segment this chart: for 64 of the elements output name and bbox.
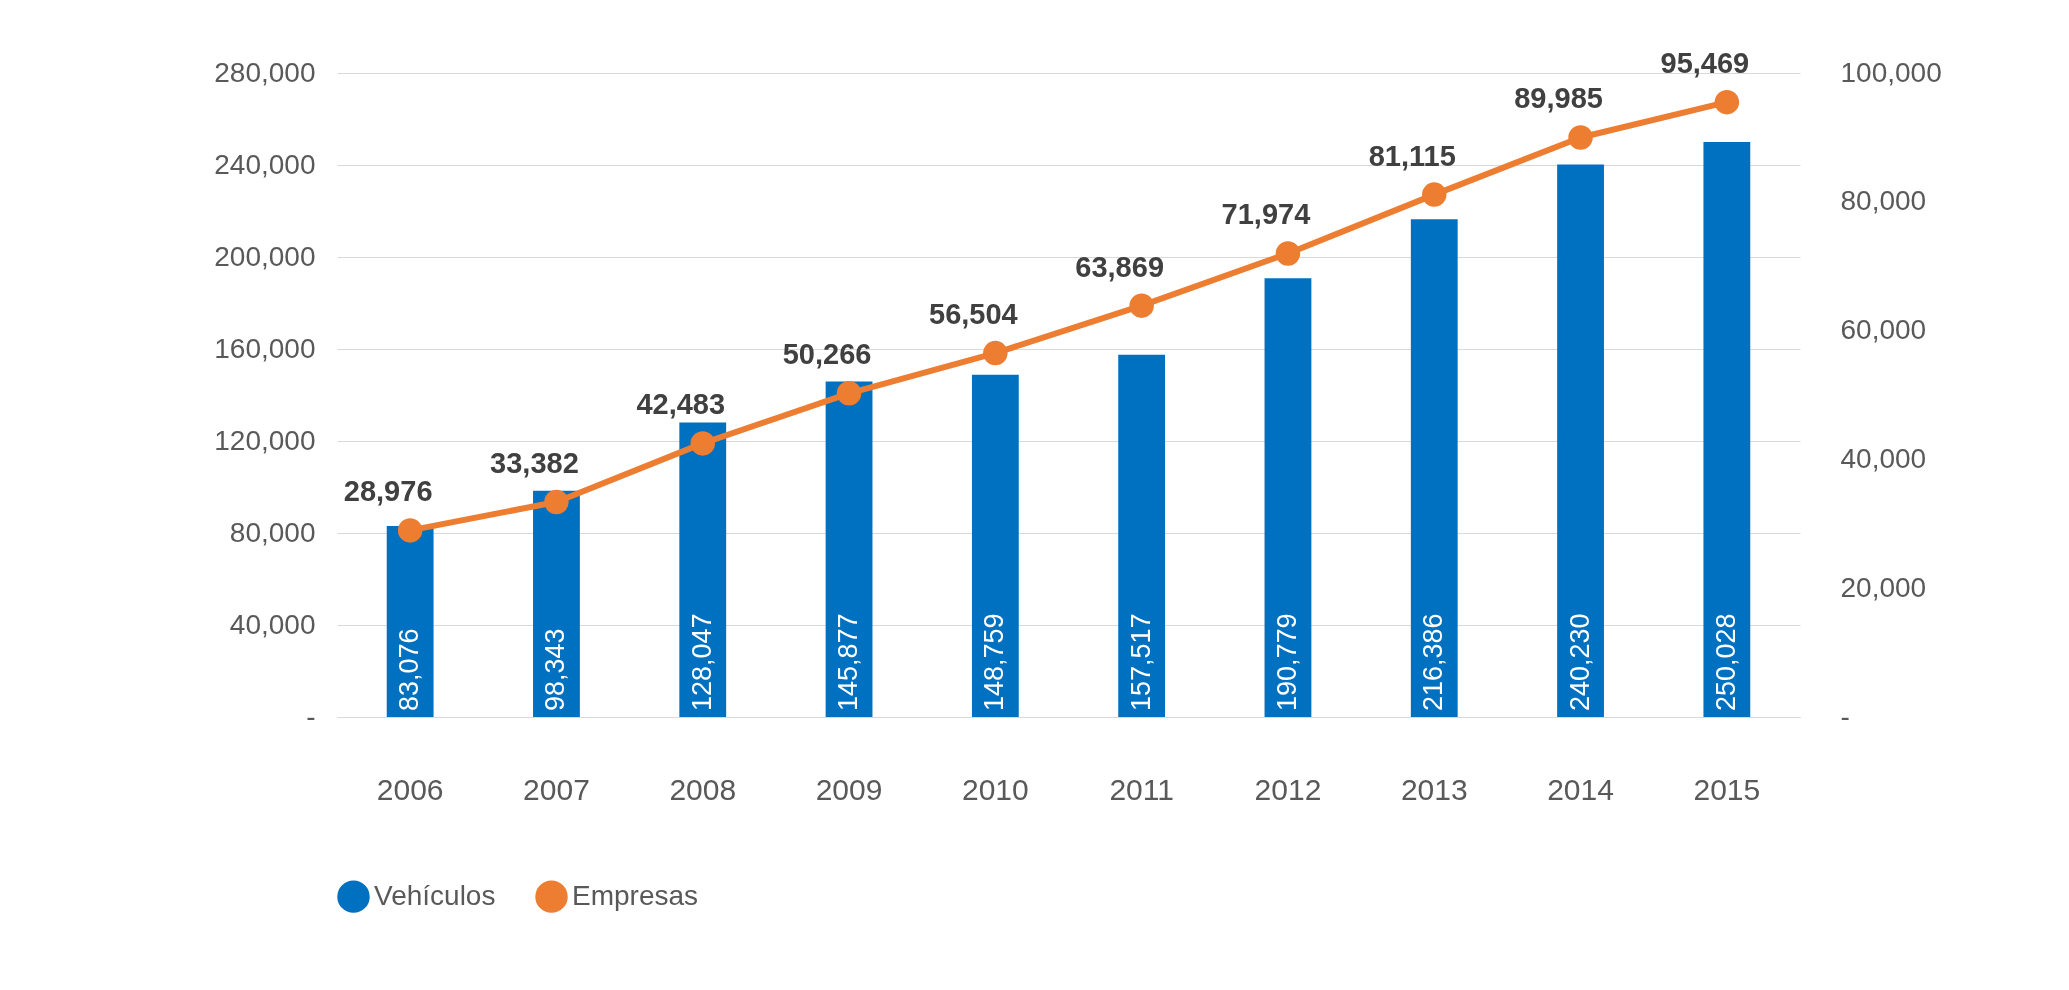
point	[690, 431, 715, 456]
x-tick-label: 2013	[1400, 772, 1468, 806]
point	[544, 489, 569, 515]
data-label: 95,469	[1660, 47, 1750, 80]
point	[1422, 182, 1447, 207]
data-label: 28,976	[343, 475, 433, 508]
y-tick-label: 40,000	[229, 608, 316, 640]
y-tick-label: -	[306, 700, 316, 732]
bar	[825, 381, 873, 717]
data-label: 81,115	[1368, 139, 1456, 172]
data-label: 71,974	[1221, 198, 1311, 231]
x-tick-label: 2010	[961, 772, 1029, 806]
bar	[1118, 354, 1166, 717]
y-tick-label: 80,000	[229, 516, 316, 548]
data-label: 33,382	[490, 447, 579, 480]
x-tick-label: 2007	[523, 772, 590, 806]
y-tick-label: 200,000	[214, 240, 316, 272]
point	[1714, 89, 1740, 115]
point	[1275, 241, 1301, 266]
data-label: 83,076	[394, 628, 425, 711]
data-label: 190,779	[1271, 613, 1302, 711]
data-label: 148,759	[979, 613, 1010, 711]
point	[397, 518, 423, 543]
point	[836, 381, 862, 406]
x-tick-label: 2011	[1109, 772, 1174, 806]
x-tick-label: 2009	[815, 772, 883, 806]
bar	[971, 374, 1019, 717]
y2-tick-label: 60,000	[1840, 314, 1927, 346]
x-tick-label: 2014	[1547, 772, 1614, 806]
data-label: 89,985	[1514, 82, 1603, 115]
point	[1129, 293, 1154, 318]
x-tick-label: 2008	[669, 772, 737, 806]
legend-label: Empresas	[572, 879, 699, 911]
data-label: 98,343	[540, 628, 571, 711]
x-tick-label: 2012	[1254, 772, 1322, 806]
x-tick-label: 2006	[376, 772, 444, 806]
data-label: 250,028	[1710, 613, 1741, 711]
bar	[1264, 278, 1312, 717]
data-label: 157,517	[1125, 613, 1156, 711]
y-tick-label: 120,000	[214, 424, 316, 456]
legend-label: Vehículos	[374, 879, 496, 911]
bar	[1557, 164, 1604, 717]
bar	[1410, 219, 1458, 717]
data-label: 63,869	[1075, 250, 1164, 283]
x-tick-label: 2015	[1693, 772, 1761, 806]
y-tick-label: 280,000	[214, 56, 316, 88]
data-label: 240,230	[1564, 613, 1595, 711]
y-tick-label: 240,000	[214, 148, 316, 180]
y2-tick-label: 80,000	[1840, 185, 1927, 217]
data-label: 145,877	[833, 613, 864, 711]
y2-tick-label: 20,000	[1840, 571, 1927, 603]
y2-tick-label: 40,000	[1840, 442, 1927, 474]
data-label: 128,047	[686, 613, 717, 711]
y2-tick-label: -	[1840, 700, 1850, 732]
data-label: 56,504	[929, 298, 1018, 331]
bar	[679, 422, 727, 717]
point	[983, 340, 1008, 366]
point	[1568, 125, 1593, 150]
data-label: 50,266	[782, 338, 872, 371]
y2-tick-label: 100,000	[1840, 56, 1942, 88]
data-label: 216,386	[1418, 613, 1449, 711]
bar	[1703, 141, 1751, 717]
data-label: 42,483	[636, 388, 726, 421]
y-tick-label: 160,000	[214, 332, 316, 364]
